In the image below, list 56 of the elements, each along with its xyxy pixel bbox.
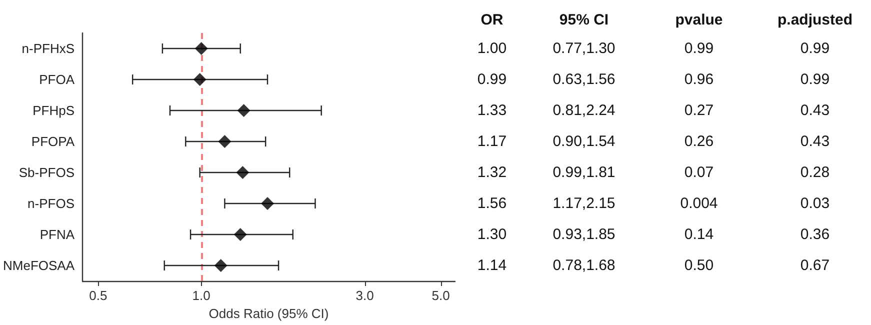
data-label: 1.33 — [477, 102, 507, 119]
y-tick-label: PFHpS — [32, 103, 75, 118]
x-tick-label: 3.0 — [356, 288, 374, 303]
text: p.adjusted — [777, 12, 853, 28]
text: 0.90,1.54 — [552, 133, 616, 150]
text: 0.36 — [800, 226, 830, 243]
y-tick-label: Sb-PFOS — [18, 165, 75, 180]
text: 0.67 — [800, 257, 830, 274]
data-label: 1.56 — [477, 195, 507, 212]
y-tick-label: PFOA — [39, 72, 75, 87]
data-label: 1.17 — [477, 133, 507, 150]
point — [236, 166, 250, 179]
text: 0.81,2.24 — [552, 102, 616, 119]
text: 0.50 — [684, 257, 714, 274]
data-label: 1.32 — [477, 164, 507, 181]
text: 95% CI — [559, 12, 609, 28]
y-tick-label: n-PFHxS — [22, 41, 75, 56]
text: 0.27 — [684, 102, 714, 119]
point — [237, 104, 250, 117]
y-tick-label: PFNA — [40, 227, 75, 242]
text: 0.43 — [800, 102, 830, 119]
text: 0.26 — [684, 133, 714, 150]
y-tick-label: PFOPA — [31, 134, 75, 149]
data-label: 1.30 — [477, 226, 507, 243]
text: 0.28 — [800, 164, 830, 181]
text: 0.78,1.68 — [552, 257, 616, 274]
text: 0.03 — [800, 195, 830, 212]
data-label: 1.14 — [477, 257, 507, 274]
text: 0.43 — [800, 133, 830, 150]
text: 0.99 — [800, 71, 830, 88]
text: 1.17,2.15 — [552, 195, 616, 212]
text: 0.99,1.81 — [552, 164, 616, 181]
text: 0.14 — [684, 226, 714, 243]
point — [218, 135, 232, 148]
data-label: 1.00 — [477, 40, 507, 57]
text: 0.63,1.56 — [552, 71, 616, 88]
text: 0.99 — [800, 40, 830, 57]
point — [234, 228, 247, 241]
x-tick-label: 1.0 — [192, 288, 210, 303]
text: 0.77,1.30 — [552, 40, 616, 57]
x-tick-label: 5.0 — [432, 288, 450, 303]
text: 0.07 — [684, 164, 714, 181]
point — [193, 73, 206, 86]
text: 0.99 — [684, 40, 714, 57]
y-tick-label: n-PFOS — [28, 196, 75, 211]
y-tick-label: NMeFOSAA — [2, 258, 75, 273]
text: pvalue — [675, 12, 723, 28]
text: 0.004 — [680, 195, 718, 212]
point — [194, 42, 208, 55]
point — [214, 259, 228, 272]
x-axis-title: Odds Ratio (95% CI) — [208, 306, 329, 321]
text: 0.96 — [684, 71, 714, 88]
data-label: 0.99 — [477, 71, 507, 88]
text: OR — [480, 12, 504, 28]
x-tick-label: 0.5 — [89, 288, 108, 303]
text: 0.93,1.85 — [552, 226, 616, 243]
